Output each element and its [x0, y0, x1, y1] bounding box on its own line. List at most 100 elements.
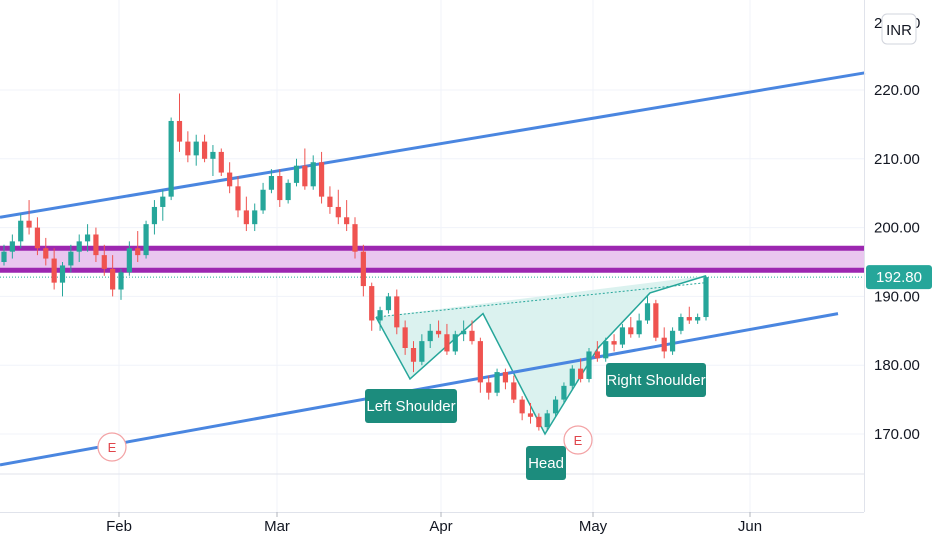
candle-body [335, 206, 341, 218]
earnings-marker-circle [97, 432, 127, 462]
candle [51, 248, 57, 290]
candle [93, 227, 99, 262]
candle [143, 220, 149, 259]
earnings-marker: E [97, 432, 127, 462]
candle-body [552, 399, 559, 414]
candle [695, 313, 701, 324]
left-shoulder-label: Left Shoulder [365, 389, 457, 423]
candle [369, 282, 375, 331]
candle [519, 396, 525, 421]
candle [1, 244, 7, 266]
candle-body [268, 176, 275, 190]
candle-body [118, 272, 124, 290]
candle-body [636, 320, 642, 335]
candle [678, 313, 684, 335]
left-shoulder-label-bg [365, 389, 457, 423]
candle [419, 334, 425, 366]
candle [536, 413, 542, 431]
candle [394, 289, 400, 335]
candle-body [176, 120, 183, 142]
candle [502, 368, 509, 390]
candle [435, 320, 442, 338]
candle [160, 189, 166, 221]
candle-body [435, 330, 442, 335]
candle [578, 358, 584, 383]
candle [101, 244, 107, 276]
candle-body [686, 317, 692, 321]
candle-body [653, 303, 659, 338]
candle [126, 241, 132, 276]
right-shoulder-label: Right Shoulder [606, 363, 706, 397]
candle-body [51, 258, 57, 283]
candle [603, 337, 609, 362]
candle-body [252, 210, 258, 225]
candle-body [661, 337, 667, 352]
candle-body [544, 413, 550, 428]
candle-body [494, 372, 500, 393]
head-label-bg [526, 446, 566, 480]
candle [34, 217, 41, 256]
candle [235, 176, 241, 218]
candle-body [377, 310, 383, 321]
candle-body [603, 341, 609, 359]
candle-body [1, 251, 7, 262]
candle-body [235, 186, 241, 211]
candle [151, 200, 158, 235]
candle-body [452, 334, 458, 352]
candle-body [143, 224, 149, 256]
candle-body [369, 286, 375, 321]
candle [703, 275, 709, 321]
candle-body [569, 368, 575, 386]
candle-body [26, 220, 32, 228]
candle [594, 341, 600, 362]
candle-body [302, 165, 308, 187]
candle-body [469, 330, 475, 342]
candle [552, 396, 559, 417]
candle-body [110, 268, 116, 290]
candle-body [477, 341, 483, 383]
candle [352, 217, 358, 259]
candle-body [669, 330, 676, 352]
candle-body [619, 327, 626, 345]
candle [527, 403, 534, 424]
candle [26, 200, 32, 235]
candle-body [419, 341, 425, 362]
earnings-marker-text: E [574, 433, 583, 448]
candle [561, 382, 567, 404]
candle-body [34, 227, 41, 249]
right-shoulder-label-bg [606, 363, 706, 397]
currency-button[interactable]: INR [881, 13, 917, 45]
y-tick-label-partial: 2 [874, 15, 882, 32]
candle [9, 234, 15, 259]
candle [252, 203, 258, 232]
candle-body [360, 251, 366, 287]
candle-body [444, 334, 450, 352]
candle-body [536, 416, 542, 428]
y-tick-label: 170.00 [874, 426, 920, 443]
upper-trendline [0, 71, 866, 219]
candle-body [43, 248, 49, 259]
candle [611, 334, 617, 352]
candle [43, 237, 49, 266]
candle [185, 131, 191, 163]
candle-body [511, 382, 517, 400]
candle-body [218, 151, 224, 173]
candle-body [561, 385, 567, 400]
candle [277, 169, 283, 207]
candle [68, 244, 74, 273]
candle-body [243, 210, 249, 225]
candle [477, 337, 483, 393]
candle-body [644, 303, 651, 321]
left-shoulder-label-text: Left Shoulder [366, 398, 455, 415]
candle [176, 93, 183, 152]
candle [227, 162, 233, 194]
candle-body [310, 162, 316, 187]
candle [569, 365, 575, 390]
earnings-marker-circle [563, 425, 593, 455]
candle-body [703, 277, 709, 318]
candle-body [318, 162, 325, 197]
candle [469, 320, 475, 345]
candle-body [344, 217, 350, 225]
candle-body [151, 206, 158, 225]
